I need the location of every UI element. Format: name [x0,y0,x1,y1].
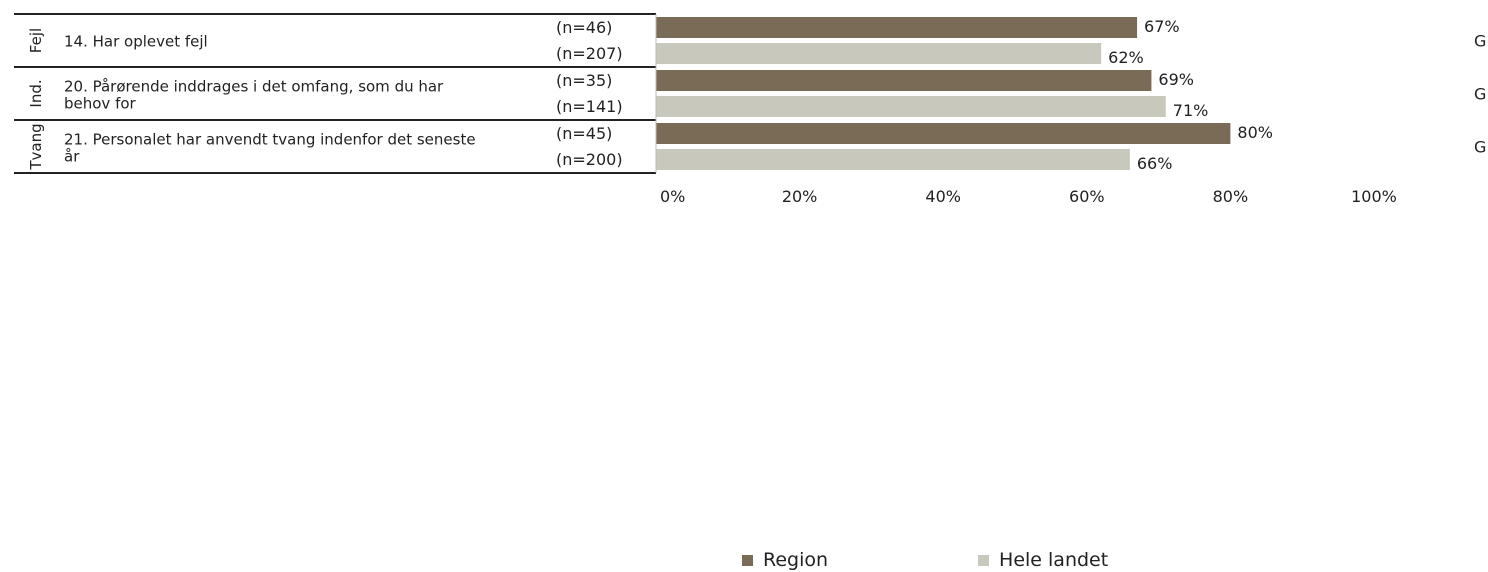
x-tick-label: 80% [1213,187,1249,206]
question-label: 20. Pårørende inddrages i det omfang, so… [64,78,444,96]
value-label: 67% [1144,17,1180,36]
row-marker: G [1474,138,1486,157]
question-label: år [64,148,80,166]
bar [656,70,1152,91]
bar [656,17,1138,38]
value-label: 80% [1237,123,1273,142]
n-label: (n=207) [556,44,623,63]
x-tick-label: 20% [782,187,818,206]
legend-item-hele-landet: Hele landet [978,549,1108,571]
n-label: (n=35) [556,71,612,90]
legend-swatch-hele-landet [978,554,990,566]
x-tick-label: 100% [1351,187,1397,206]
value-label: 71% [1173,101,1209,120]
question-label: behov for [64,95,137,113]
x-tick-label: 0% [660,187,685,206]
legend-item-region: Region [742,549,828,571]
value-label: 66% [1137,154,1173,173]
legend-label-hele-landet: Hele landet [999,549,1109,571]
legend-label-region: Region [763,549,829,571]
bar [656,96,1166,117]
bar [656,43,1102,64]
n-label: (n=45) [556,124,612,143]
bar [656,123,1231,144]
category-label: Ind. [27,79,45,107]
value-label: 62% [1108,48,1144,67]
n-label: (n=141) [556,97,623,116]
question-label: 21. Personalet har anvendt tvang indenfo… [64,131,476,149]
x-tick-label: 40% [925,187,961,206]
category-label: Tvang [27,123,45,170]
question-label: 14. Har oplevet fejl [64,33,208,51]
row-marker: G [1474,32,1486,51]
legend: Region Hele landet [742,548,1108,572]
legend-swatch-region [742,554,753,566]
value-label: 69% [1158,70,1194,89]
n-label: (n=46) [556,18,612,37]
n-label: (n=200) [556,150,623,169]
category-label: Fejl [27,28,45,53]
row-marker: G [1474,85,1486,104]
x-tick-label: 60% [1069,187,1105,206]
bar [656,149,1130,170]
